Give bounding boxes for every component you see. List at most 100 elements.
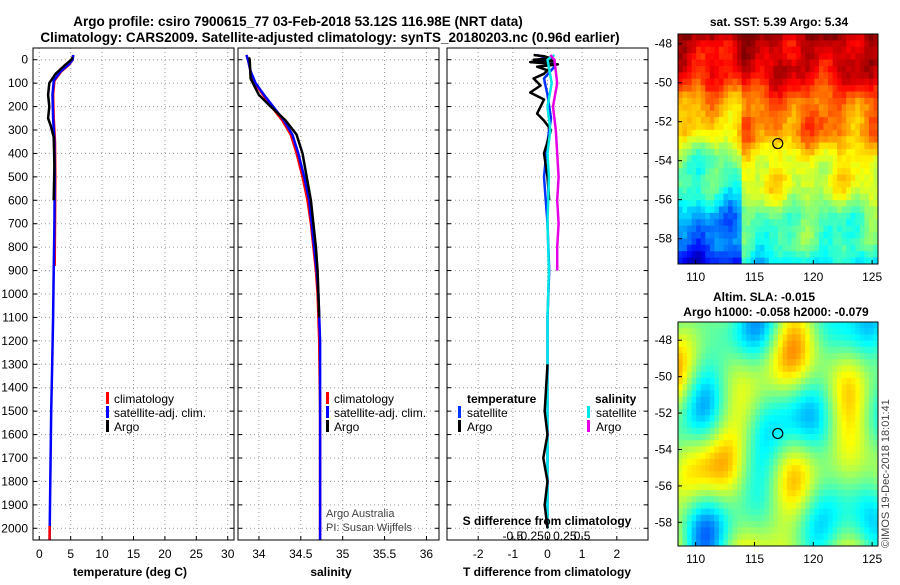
- map-cell: [755, 34, 760, 41]
- map-cell: [746, 47, 751, 54]
- map-cell: [864, 258, 869, 265]
- x-tick-label: 25: [190, 547, 204, 561]
- map-cell: [723, 471, 728, 478]
- map-cell: [778, 111, 783, 118]
- map-cell: [728, 194, 733, 201]
- map-cell: [783, 175, 788, 182]
- map-cell: [837, 415, 842, 422]
- map-cell: [710, 104, 715, 111]
- map-cell: [833, 484, 838, 491]
- map-cell: [696, 98, 701, 105]
- map-cell: [819, 181, 824, 188]
- map-cell: [773, 471, 778, 478]
- map-cell: [796, 40, 801, 47]
- map-cell: [696, 378, 701, 385]
- map-cell: [778, 258, 783, 265]
- map-cell: [787, 213, 792, 220]
- map-cell: [764, 496, 769, 503]
- map-cell: [801, 459, 806, 466]
- map-cell: [746, 459, 751, 466]
- map-cell: [714, 341, 719, 348]
- map-cell: [837, 428, 842, 435]
- map-cell: [833, 415, 838, 422]
- map-cell: [823, 453, 828, 460]
- map-cell: [842, 207, 847, 214]
- map-cell: [705, 213, 710, 220]
- map-cell: [828, 200, 833, 207]
- map-cell: [760, 496, 765, 503]
- map-cell: [864, 251, 869, 258]
- map-cell: [819, 409, 824, 416]
- map-cell: [823, 422, 828, 429]
- map-cell: [737, 434, 742, 441]
- map-cell: [760, 194, 765, 201]
- map-cell: [864, 440, 869, 447]
- map-cell: [683, 34, 688, 41]
- map-cell: [814, 168, 819, 175]
- map-cell: [778, 47, 783, 54]
- map-cell: [723, 200, 728, 207]
- map-cell: [755, 155, 760, 162]
- map-cell: [751, 440, 756, 447]
- map-cell: [728, 245, 733, 252]
- map-cell: [755, 359, 760, 366]
- map-cell: [846, 226, 851, 233]
- map-cell: [810, 378, 815, 385]
- map-cell: [710, 366, 715, 373]
- x-tick-label: 5: [67, 547, 74, 561]
- map-cell: [742, 66, 747, 73]
- map-cell: [710, 527, 715, 534]
- map-cell: [714, 390, 719, 397]
- map-cell: [733, 353, 738, 360]
- map-cell: [851, 509, 856, 516]
- map-cell: [846, 478, 851, 485]
- map-cell: [864, 98, 869, 105]
- map-cell: [819, 168, 824, 175]
- map-cell: [819, 194, 824, 201]
- map-cell: [855, 440, 860, 447]
- map-cell: [801, 453, 806, 460]
- map-cell: [860, 322, 865, 329]
- map-cell: [823, 207, 828, 214]
- map-cell: [701, 245, 706, 252]
- map-cell: [710, 415, 715, 422]
- map-cell: [869, 232, 874, 239]
- map-cell: [796, 238, 801, 245]
- map-cell: [801, 446, 806, 453]
- map-cell: [855, 515, 860, 522]
- map-cell: [751, 465, 756, 472]
- map-cell: [678, 496, 683, 503]
- map-cell: [864, 328, 869, 335]
- map-cell: [851, 66, 856, 73]
- map-cell: [823, 378, 828, 385]
- map-cell: [728, 446, 733, 453]
- map-cell: [855, 79, 860, 86]
- map-cell: [851, 149, 856, 156]
- map-cell: [814, 123, 819, 130]
- map-cell: [728, 515, 733, 522]
- map-cell: [714, 502, 719, 509]
- map-cell: [764, 130, 769, 137]
- map-cell: [678, 390, 683, 397]
- map-cell: [746, 200, 751, 207]
- map-cell: [696, 258, 701, 265]
- map-cell: [860, 496, 865, 503]
- map-cell: [719, 422, 724, 429]
- map-cell: [760, 434, 765, 441]
- map-cell: [728, 40, 733, 47]
- map-cell: [819, 219, 824, 226]
- map-cell: [733, 384, 738, 391]
- map-cell: [773, 226, 778, 233]
- map-cell: [687, 440, 692, 447]
- map-cell: [764, 98, 769, 105]
- map-cell: [751, 372, 756, 379]
- map-cell: [837, 245, 842, 252]
- map-cell: [687, 143, 692, 150]
- map-cell: [855, 53, 860, 60]
- map-cell: [796, 232, 801, 239]
- map-cell: [723, 527, 728, 534]
- map-cell: [755, 540, 760, 547]
- map-cell: [737, 502, 742, 509]
- map-cell: [773, 390, 778, 397]
- map-cell: [760, 60, 765, 67]
